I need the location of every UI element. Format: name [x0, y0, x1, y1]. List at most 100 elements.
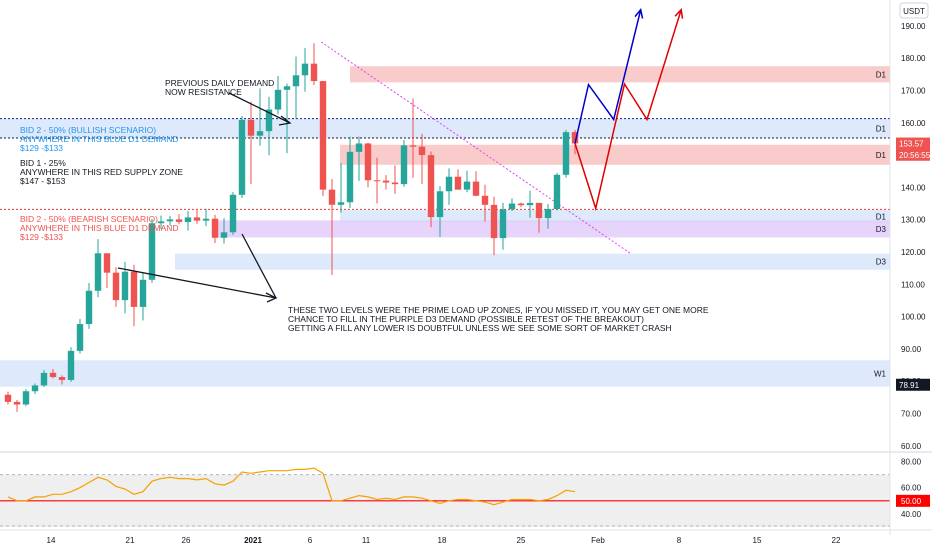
- currency-label: USDT: [903, 7, 925, 16]
- price-tick-label: 180.00: [901, 54, 926, 63]
- candle: [472, 171, 480, 197]
- annotation-line: THESE TWO LEVELS WERE THE PRIME LOAD UP …: [288, 305, 709, 315]
- candle: [112, 267, 120, 307]
- price-axis[interactable]: 190.00180.00170.00160.00150.00140.00130.…: [889, 0, 931, 535]
- candle: [355, 136, 363, 181]
- rsi-pane: [0, 451, 932, 527]
- candle: [409, 98, 417, 178]
- candle: [445, 168, 453, 205]
- candle: [265, 96, 273, 156]
- candle: [544, 203, 552, 229]
- candle-body: [562, 132, 570, 175]
- price-badge-label: 20:56:55: [899, 151, 931, 160]
- candle-body: [571, 132, 579, 144]
- annotation-bid2-bearish: BID 2 - 50% (BEARISH SCENARIO) ANYWHERE …: [20, 214, 179, 242]
- candle-body: [409, 145, 417, 147]
- price-tick-label: 60.00: [901, 442, 922, 451]
- candle: [346, 136, 354, 209]
- candle-body: [265, 109, 273, 132]
- candle-body: [202, 218, 210, 221]
- price-tick-label: 130.00: [901, 216, 926, 225]
- scenario-paths: [574, 8, 684, 212]
- candle-body: [13, 401, 21, 405]
- annotation-bid1: BID 1 - 25% ANYWHERE IN THIS RED SUPPLY …: [20, 158, 183, 186]
- candle: [22, 389, 30, 407]
- candle: [319, 80, 327, 197]
- candle-body: [517, 203, 525, 206]
- currency-badge[interactable]: [899, 2, 929, 19]
- time-tick-label: 18: [438, 536, 447, 545]
- candle-body: [553, 174, 561, 210]
- time-tick-label: 2021: [244, 536, 262, 545]
- annotation-line: CHANCE TO FILL IN THE PURPLE D3 DEMAND (…: [288, 314, 644, 324]
- candle-body: [292, 75, 300, 87]
- candle-body: [139, 279, 147, 307]
- price-badge: [896, 378, 930, 391]
- candle-body: [31, 385, 39, 392]
- time-tick-label: 15: [753, 536, 762, 545]
- zone-blue-demand-d1-upper: [0, 118, 890, 139]
- zone-label: D1: [876, 151, 887, 160]
- candle-body: [229, 194, 237, 233]
- candle: [508, 198, 516, 211]
- candle-body: [184, 217, 192, 222]
- price-badge-label: 78.91: [899, 381, 920, 390]
- rsi-badge-label: 50.00: [901, 497, 922, 506]
- candle-body: [418, 146, 426, 156]
- candle-body: [157, 221, 165, 224]
- candle: [76, 318, 84, 354]
- candle-body: [283, 86, 291, 90]
- candle: [526, 190, 534, 218]
- candle-body: [211, 218, 219, 238]
- candle: [175, 214, 183, 225]
- zone-label: D1: [876, 212, 887, 221]
- candle: [49, 368, 57, 379]
- candle-body: [490, 204, 498, 239]
- annotation-line: ANYWHERE IN THIS BLUE D1 DEMAND: [20, 134, 179, 144]
- candle: [310, 43, 318, 85]
- candle: [238, 115, 246, 199]
- zone-blue-demand-d1-lower: [340, 210, 890, 223]
- candle: [13, 399, 21, 412]
- candle: [463, 170, 471, 193]
- candle: [193, 210, 201, 224]
- price-tick-label: 190.00: [901, 22, 926, 31]
- candle-body: [85, 290, 93, 325]
- time-axis[interactable]: 14 21 26 2021 6 11 18 25 Feb 8 15 22: [0, 529, 932, 545]
- time-tick-label: 26: [182, 536, 191, 545]
- candle-body: [67, 350, 75, 380]
- candle-body: [328, 189, 336, 205]
- annotation-line: BID 2 - 50% (BULLISH SCENARIO): [20, 125, 156, 135]
- candle-body: [373, 180, 381, 182]
- annotation-line: $129 -$133: [20, 143, 63, 153]
- candle-body: [274, 89, 282, 110]
- candle: [211, 214, 219, 243]
- candle: [328, 178, 336, 275]
- candle: [391, 165, 399, 194]
- rsi-badge: [896, 494, 930, 507]
- candle-body: [40, 372, 48, 386]
- annotation-line: $129 -$133: [20, 232, 63, 242]
- candle-body: [49, 372, 57, 378]
- trendline-layer: [320, 41, 632, 255]
- candle: [427, 151, 435, 228]
- candle-body: [121, 271, 129, 301]
- candle-body: [148, 223, 156, 280]
- annotation-line: ANYWHERE IN THIS RED SUPPLY ZONE: [20, 167, 183, 177]
- candle: [121, 261, 129, 314]
- candle-body: [130, 271, 138, 307]
- candle: [499, 202, 507, 250]
- candle: [103, 253, 111, 288]
- rsi-tick-label: 40.00: [901, 510, 922, 519]
- candle-body: [238, 119, 246, 195]
- candle-body: [454, 176, 462, 190]
- candle-body: [436, 191, 444, 218]
- annotation-line: $147 - $153: [20, 176, 66, 186]
- price-tick-label: 90.00: [901, 345, 922, 354]
- candle-body: [94, 253, 102, 291]
- candle: [247, 101, 255, 185]
- zone-label: D3: [876, 225, 887, 234]
- zone-label: D1: [876, 124, 887, 133]
- price-tick-label: 140.00: [901, 183, 926, 192]
